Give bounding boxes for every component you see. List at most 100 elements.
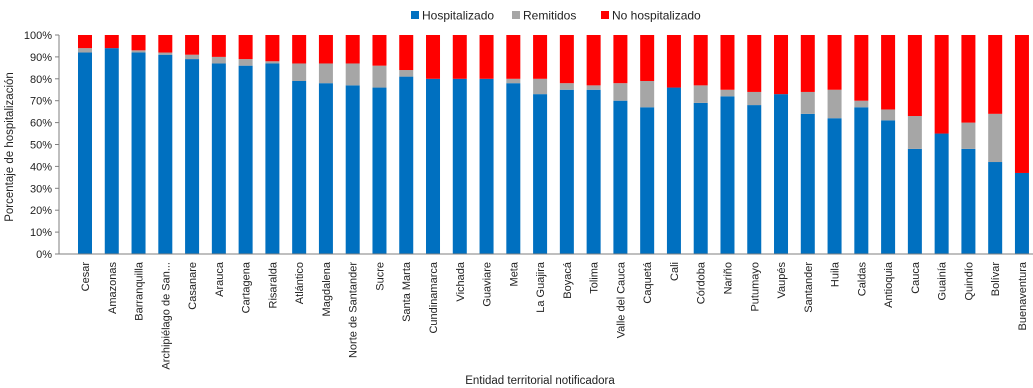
bar-segment-remitidos	[720, 89, 735, 97]
bar-segment-hospitalizado	[104, 48, 119, 254]
x-category-label: Cundinamarca	[428, 261, 440, 333]
y-tick-label: 0%	[36, 249, 52, 261]
bar-segment-remitidos	[747, 91, 762, 106]
x-category-label: Valle del Cauca	[615, 261, 627, 338]
bar-segment-remitidos	[559, 83, 574, 90]
bar-segment-no-hospitalizado	[238, 35, 253, 60]
bar-segment-hospitalizado	[934, 133, 949, 254]
bar-segment-hospitalizado	[158, 54, 173, 255]
bar-segment-hospitalizado	[399, 76, 414, 254]
x-category-label: La Guajira	[535, 261, 547, 313]
bar-segment-hospitalizado	[318, 83, 333, 255]
bar-segment-remitidos	[238, 59, 253, 66]
bar-segment-no-hospitalizado	[907, 35, 922, 117]
bar-segment-hospitalizado	[613, 100, 628, 254]
bar-segment-no-hospitalizado	[747, 35, 762, 92]
legend-label: No hospitalizado	[612, 9, 701, 23]
x-category-label: Santander	[803, 262, 815, 313]
bar-segment-remitidos	[640, 80, 655, 108]
bar-segment-hospitalizado	[1014, 172, 1029, 254]
bar-segment-hospitalizado	[559, 89, 574, 254]
bar-segment-hospitalizado	[533, 94, 548, 254]
bar-segment-no-hospitalizado	[666, 35, 681, 88]
bar-segment-no-hospitalizado	[934, 35, 949, 134]
x-category-label: Amazonas	[107, 262, 119, 314]
legend-swatch	[512, 11, 520, 19]
x-category-label: Huila	[830, 261, 842, 287]
x-category-label: Putumayo	[749, 262, 761, 312]
y-axis: 0% 10% 20% 30% 40% 50% 60% 70% 80% 90% 100%	[24, 30, 60, 261]
bar-segment-no-hospitalizado	[265, 35, 280, 62]
x-category-label: Tolima	[589, 261, 601, 294]
bar-segment-remitidos	[961, 122, 976, 149]
bar-segment-remitidos	[211, 56, 226, 64]
y-tick-label: 50%	[30, 140, 52, 152]
bar-segment-hospitalizado	[426, 78, 441, 254]
bar-segment-hospitalizado	[800, 113, 815, 254]
y-tick-label: 60%	[30, 118, 52, 130]
legend-swatch	[411, 11, 419, 19]
bar-segment-no-hospitalizado	[372, 35, 387, 66]
y-tick-label: 70%	[30, 96, 52, 108]
x-category-label: Quindío	[963, 262, 975, 301]
legend: Hospitalizado Remitidos No hospitalizado	[411, 9, 701, 23]
x-category-label: Caldas	[856, 262, 868, 297]
bar-segment-remitidos	[988, 113, 1003, 163]
bar-segment-remitidos	[158, 52, 173, 55]
y-tick-label: 10%	[30, 227, 52, 239]
bar-segment-no-hospitalizado	[345, 35, 360, 64]
x-category-label: Santa Marta	[401, 261, 413, 322]
x-category-label: Sucre	[374, 262, 386, 291]
bar-segment-no-hospitalizado	[318, 35, 333, 64]
x-category-label: Nariño	[722, 262, 734, 294]
bar-segment-remitidos	[345, 63, 360, 86]
bar-segment-hospitalizado	[961, 148, 976, 254]
bar-segment-no-hospitalizado	[1014, 35, 1029, 173]
bar-segment-no-hospitalizado	[586, 35, 601, 86]
bar-segment-no-hospitalizado	[800, 35, 815, 92]
bar-segment-hospitalizado	[720, 96, 735, 254]
bar-segment-no-hospitalizado	[774, 35, 789, 95]
y-axis-title: Porcentaje de hospitalización	[4, 72, 16, 222]
bar-segment-no-hospitalizado	[506, 35, 521, 79]
bar-segment-hospitalizado	[131, 52, 146, 254]
bar-segment-remitidos	[399, 70, 414, 77]
bar-segment-hospitalizado	[881, 120, 896, 254]
bar-segment-hospitalizado	[372, 87, 387, 254]
legend-label: Remitidos	[523, 9, 576, 23]
bar-segment-remitidos	[292, 63, 307, 81]
legend-swatch	[601, 11, 609, 19]
bar-segment-no-hospitalizado	[613, 35, 628, 84]
bar-segment-hospitalizado	[479, 78, 494, 254]
x-category-label: Risaralda	[267, 261, 279, 308]
bar-segment-hospitalizado	[345, 85, 360, 255]
bar-segment-no-hospitalizado	[720, 35, 735, 90]
bar-segment-no-hospitalizado	[559, 35, 574, 84]
bar-segment-hospitalizado	[854, 107, 869, 255]
x-axis-title: Entidad territorial notificadora	[465, 375, 615, 387]
bar-segment-no-hospitalizado	[399, 35, 414, 71]
x-category-label: Córdoba	[696, 261, 708, 304]
bar-segment-no-hospitalizado	[854, 35, 869, 101]
bar-segment-remitidos	[372, 65, 387, 88]
bar-segment-remitidos	[907, 116, 922, 149]
bar-segment-hospitalizado	[78, 52, 92, 254]
x-category-label: Guainía	[937, 261, 949, 300]
x-category-label: Cesar	[80, 262, 92, 292]
bar-segment-hospitalizado	[747, 105, 762, 254]
bar-segment-no-hospitalizado	[78, 35, 92, 49]
bar-segment-hospitalizado	[666, 87, 681, 254]
x-category-label: Cauca	[910, 261, 922, 294]
y-tick-label: 20%	[30, 205, 52, 217]
x-category-label: Vichada	[455, 261, 467, 301]
legend-label: Hospitalizado	[422, 9, 494, 23]
x-category-label: Barranquilla	[134, 261, 146, 321]
x-category-label: Cali	[669, 262, 681, 281]
bar-segment-remitidos	[586, 85, 601, 90]
bar-segment-remitidos	[854, 100, 869, 108]
x-category-label: Antioquia	[883, 261, 895, 308]
y-tick-label: 30%	[30, 183, 52, 195]
bar-segment-no-hospitalizado	[131, 35, 146, 51]
y-tick-label: 100%	[24, 30, 52, 42]
